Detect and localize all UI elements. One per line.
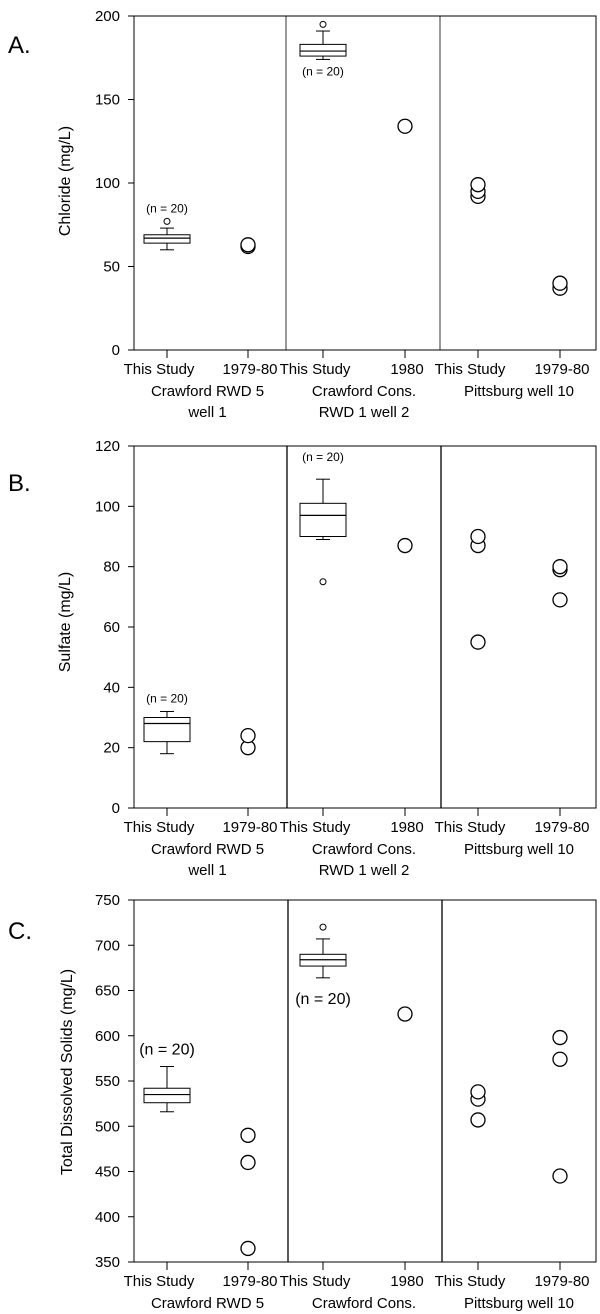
category-label: This Study [124,819,195,836]
y-tick-label: 100 [95,498,120,515]
group-label: RWD 1 well 2 [319,862,410,879]
category-label: 1980 [390,819,423,836]
category-label: This Study [124,361,195,378]
category-label: 1979-80 [534,819,589,836]
group-label: Pittsburg well 10 [464,841,574,858]
y-tick-label: 700 [95,937,120,954]
plot-frame [133,15,597,351]
data-point [397,118,413,134]
box [143,1087,191,1104]
y-tick-label: 400 [95,1209,120,1226]
y-tick-label: 650 [95,983,120,1000]
y-tick-label: 550 [95,1073,120,1090]
category-label: This Study [435,1273,506,1290]
y-tick-label: 200 [95,8,120,25]
y-tick-label: 120 [95,438,120,455]
group-label: Crawford Cons. [312,383,416,400]
y-tick-label: 0 [112,800,120,817]
group-label: well 1 [187,404,226,421]
y-tick-label: 350 [95,1254,120,1271]
group-label: RWD 1 well 2 [319,404,410,421]
data-point [552,1051,568,1067]
category-label: This Study [280,819,351,836]
data-point [470,634,486,650]
sample-count-label: (n = 20) [302,64,344,78]
category-label: This Study [280,361,351,378]
outlier-point [319,20,327,28]
box [299,502,347,538]
data-point [240,237,256,253]
category-label: This Study [435,361,506,378]
data-point [240,1127,256,1143]
sample-count-label: (n = 20) [295,991,351,1008]
data-point [470,1084,486,1100]
category-label: 1979-80 [534,361,589,378]
box [143,234,191,244]
category-label: 1979-80 [222,819,277,836]
group-label: well 1 [187,862,226,879]
plot-frame [133,899,597,1263]
category-label: 1979-80 [222,361,277,378]
plot-frame [133,445,597,809]
group-label: Crawford Cons. [312,841,416,858]
y-tick-label: 750 [95,892,120,909]
data-point [470,528,486,545]
data-point [240,727,256,744]
sample-count-label: (n = 20) [302,450,344,464]
panel-letter-c: C. [8,918,32,945]
data-point [397,537,413,554]
y-tick-label: 40 [103,679,120,696]
y-tick-label: 150 [95,92,120,109]
sample-count-label: (n = 20) [146,691,188,705]
group-label: Crawford Cons. [312,1295,416,1312]
y-tick-label: 20 [103,740,120,757]
y-tick-label: 450 [95,1164,120,1181]
category-label: 1979-80 [534,1273,589,1290]
category-label: This Study [435,819,506,836]
category-label: 1980 [390,361,423,378]
y-tick-label: 600 [95,1028,120,1045]
category-label: 1979-80 [222,1273,277,1290]
y-tick-label: 500 [95,1118,120,1135]
sample-count-label: (n = 20) [139,1042,195,1059]
group-label: Crawford RWD 5 [151,1295,264,1312]
data-point [552,275,568,291]
y-tick-label: 50 [103,259,120,276]
category-label: This Study [280,1273,351,1290]
panel-letter-b: B. [8,470,31,497]
box [299,43,347,57]
outlier-point [319,578,327,586]
data-point [240,1240,256,1257]
y-tick-label: 60 [103,619,120,636]
outlier-point [319,923,327,931]
group-label: Crawford RWD 5 [151,841,264,858]
sample-count-label: (n = 20) [146,201,188,215]
data-point [552,559,568,575]
data-point [552,1168,568,1184]
box [143,717,191,743]
group-label: Crawford RWD 5 [151,383,264,400]
data-point [470,1112,486,1128]
outlier-point [163,217,171,225]
panel-letter-a: A. [8,32,31,59]
data-point [397,1006,413,1022]
category-label: 1980 [390,1273,423,1290]
y-tick-label: 0 [112,342,120,359]
group-label: Pittsburg well 10 [464,383,574,400]
data-point [552,592,568,608]
y-tick-label: 80 [103,559,120,576]
y-tick-label: 100 [95,175,120,192]
group-label: Pittsburg well 10 [464,1295,574,1312]
data-point [552,1029,568,1046]
data-point [470,177,486,193]
data-point [240,1154,256,1171]
category-label: This Study [124,1273,195,1290]
